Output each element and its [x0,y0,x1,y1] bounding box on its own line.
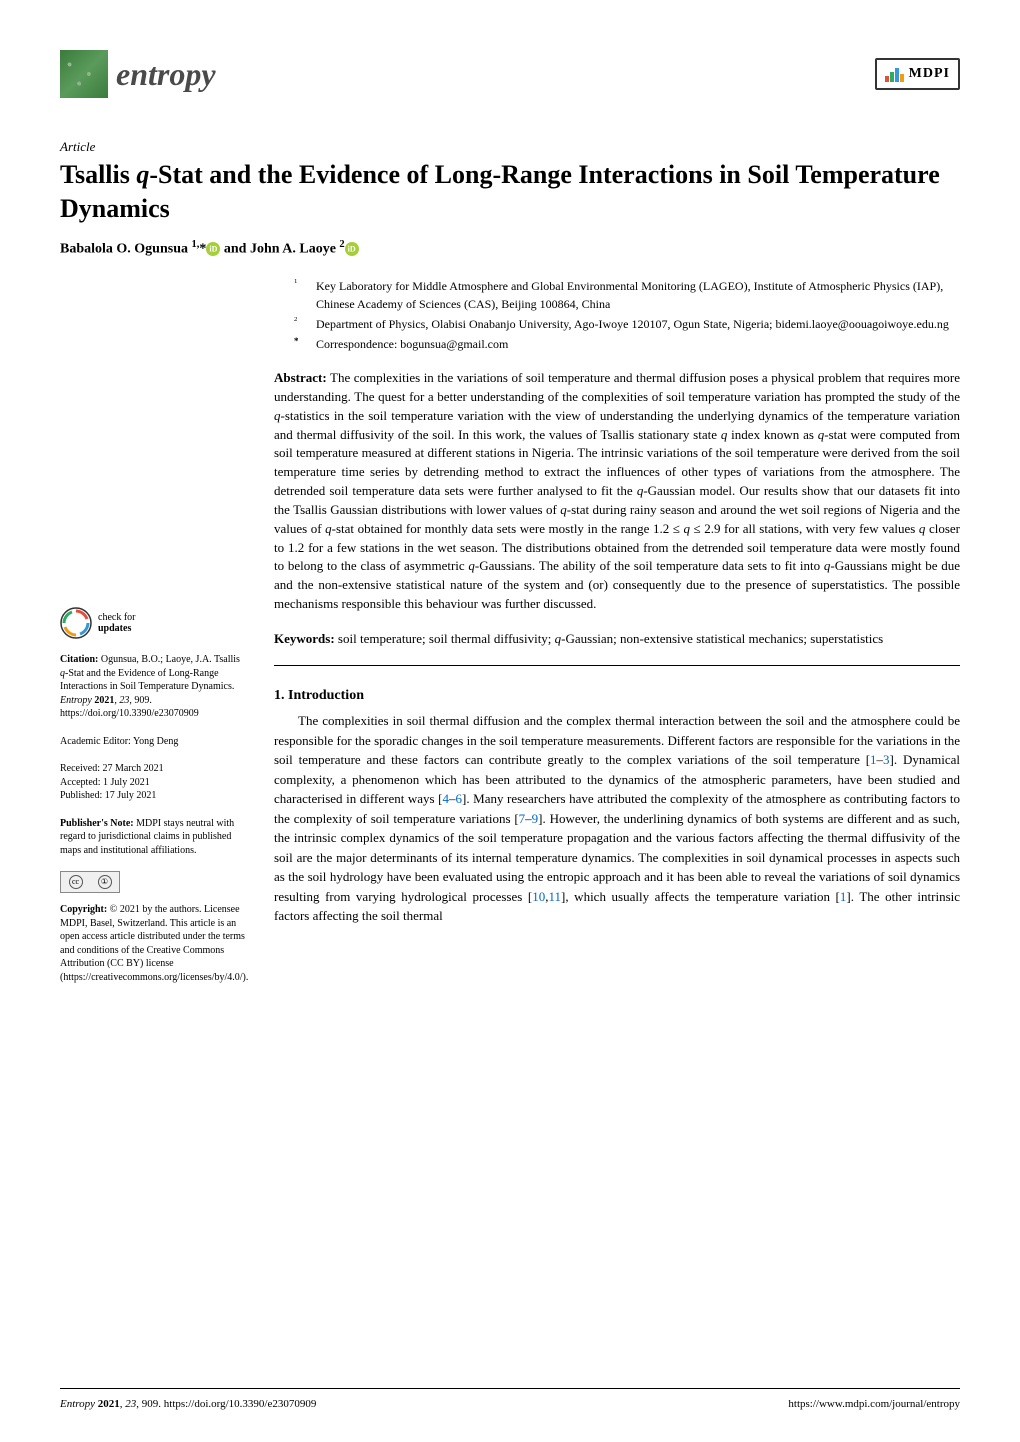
ref-link[interactable]: 1 [840,889,847,904]
abstract-label: Abstract: [274,370,327,385]
affil-text-2: Department of Physics, Olabisi Onabanjo … [316,315,949,333]
citation-block: Citation: Ogunsua, B.O.; Laoye, J.A. Tsa… [60,653,250,721]
authors-line: Babalola O. Ogunsua 1,* and John A. Laoy… [60,238,960,259]
copyright-block: Copyright: © 2021 by the authors. Licens… [60,903,250,984]
ref-link[interactable]: 7 [519,811,526,826]
article-type-label: Article [60,138,960,156]
affil-text-1: Key Laboratory for Middle Atmosphere and… [316,277,960,313]
publisher-logo: MDPI [875,58,960,90]
check-line2: updates [98,623,135,634]
date-published: Published: 17 July 2021 [60,789,250,803]
check-for-updates[interactable]: check for updates [60,607,250,639]
abstract-block: Abstract: The complexities in the variat… [274,369,960,614]
journal-logo: entropy [60,50,216,98]
keywords-text: soil temperature; soil thermal diffusivi… [338,631,883,646]
publisher-name: MDPI [909,64,950,84]
ref-link[interactable]: 1 [870,752,877,767]
date-received: Received: 27 March 2021 [60,762,250,776]
dates-block: Received: 27 March 2021 Accepted: 1 July… [60,762,250,803]
cc-license-badge: cc ① [60,871,250,893]
editor-name: Yong Deng [133,736,178,747]
section-1-body: The complexities in soil thermal diffusi… [274,711,960,926]
editor-block: Academic Editor: Yong Deng [60,735,250,749]
affiliations-block: 1 Key Laboratory for Middle Atmosphere a… [274,277,960,353]
ref-link[interactable]: 11 [548,889,561,904]
page-footer: Entropy 2021, 23, 909. https://doi.org/1… [60,1388,960,1412]
ref-link[interactable]: 3 [883,752,890,767]
ref-link[interactable]: 9 [532,811,539,826]
abstract-text: The complexities in the variations of so… [274,370,960,611]
copyright-text: © 2021 by the authors. Licensee MDPI, Ba… [60,904,248,983]
main-content: 1 Key Laboratory for Middle Atmosphere a… [274,277,960,998]
corr-sym: * [294,335,304,353]
cc-by-icon: cc ① [60,871,120,893]
footer-left: Entropy 2021, 23, 909. https://doi.org/1… [60,1397,316,1412]
check-updates-icon [60,607,92,639]
orcid-icon [345,242,359,256]
ref-link[interactable]: 10 [532,889,545,904]
affil-num-1: 1 [294,277,304,313]
check-line1: check for [98,612,135,623]
keywords-block: Keywords: soil temperature; soil thermal… [274,630,960,649]
ref-link[interactable]: 6 [456,791,463,806]
editor-label: Academic Editor: [60,736,131,747]
date-accepted: Accepted: 1 July 2021 [60,776,250,790]
footer-right: https://www.mdpi.com/journal/entropy [788,1397,960,1412]
journal-name: entropy [116,52,216,97]
affil-num-2: 2 [294,315,304,333]
copyright-label: Copyright: [60,904,107,915]
publisher-note-block: Publisher's Note: MDPI stays neutral wit… [60,817,250,858]
article-title: Tsallis q-Stat and the Evidence of Long-… [60,158,960,226]
orcid-icon [206,242,220,256]
pubnote-label: Publisher's Note: [60,818,134,829]
citation-label: Citation: [60,654,98,665]
ref-link[interactable]: 4 [443,791,450,806]
check-updates-text: check for updates [98,612,135,634]
page-header: entropy MDPI [60,50,960,98]
section-divider [274,665,960,666]
sidebar: check for updates Citation: Ogunsua, B.O… [60,277,250,998]
mdpi-icon [885,66,905,82]
corr-text: Correspondence: bogunsua@gmail.com [316,335,508,353]
keywords-label: Keywords: [274,631,335,646]
entropy-logo-icon [60,50,108,98]
section-1-heading: 1. Introduction [274,686,960,706]
